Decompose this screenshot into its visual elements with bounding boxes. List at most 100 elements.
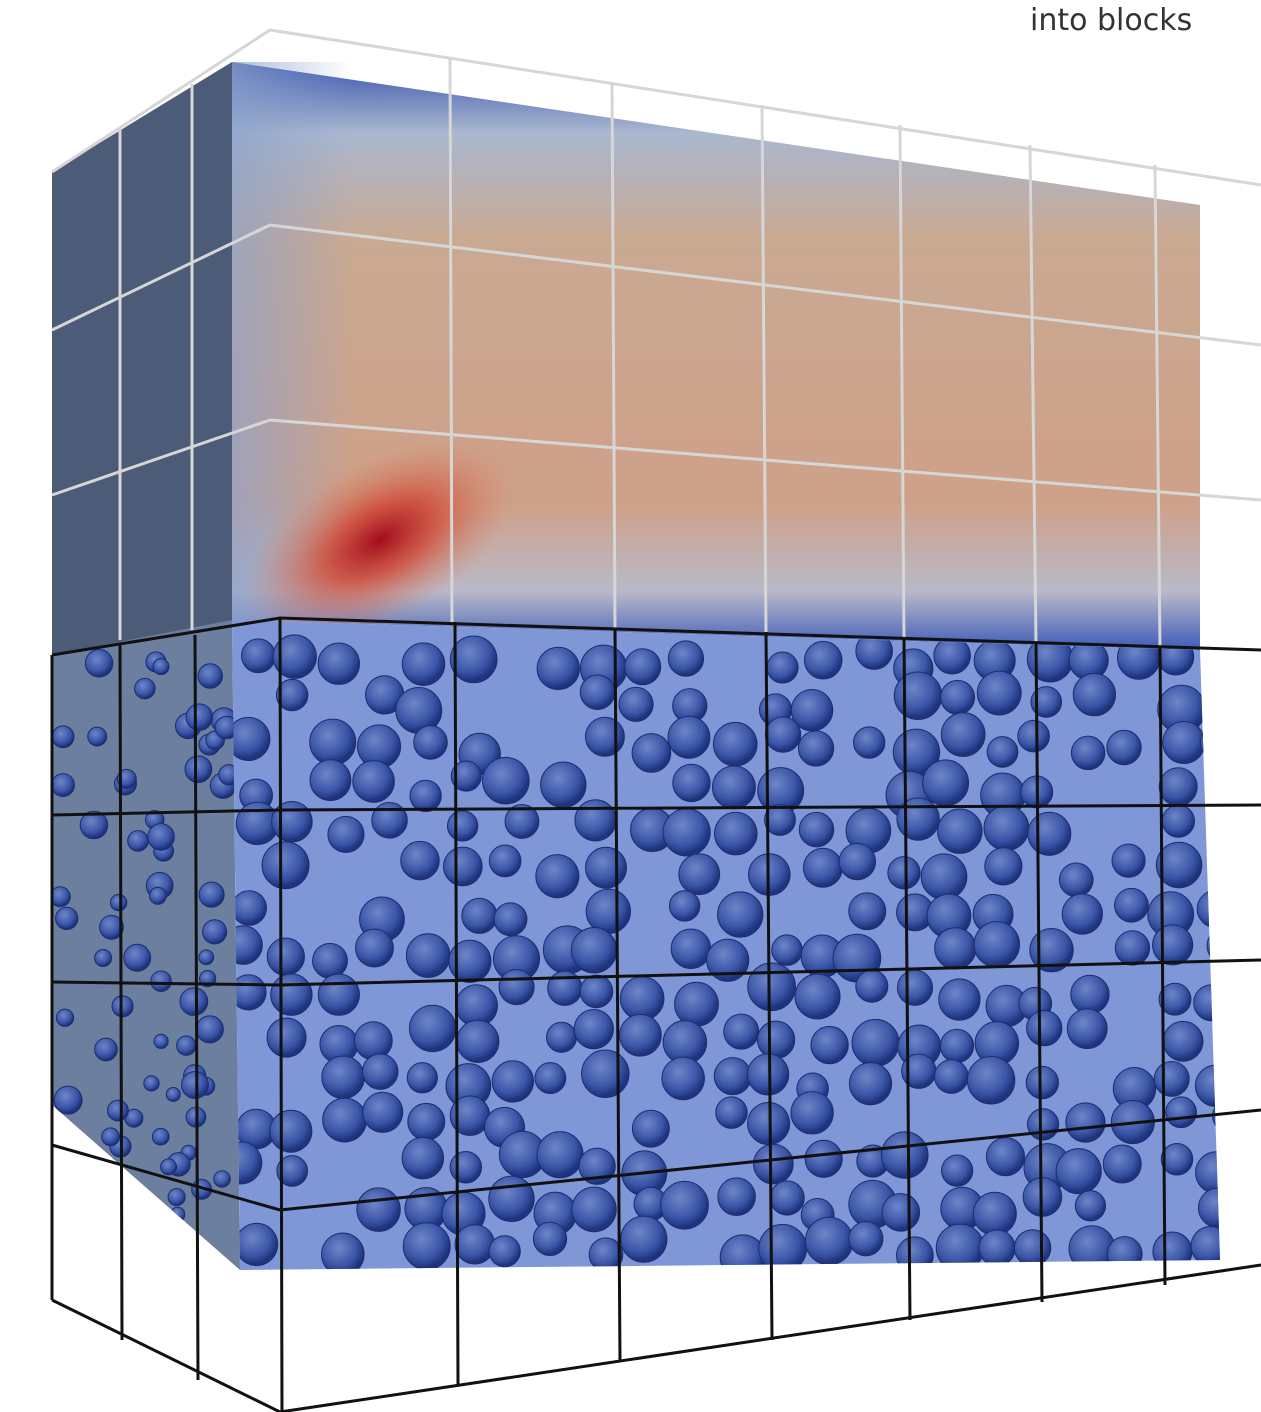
particle xyxy=(580,675,614,709)
left-face-upper xyxy=(52,62,232,655)
particle xyxy=(620,977,664,1021)
particle xyxy=(713,722,757,766)
particle xyxy=(839,843,875,879)
particle xyxy=(1207,928,1243,964)
particle xyxy=(894,672,941,719)
particle xyxy=(88,727,107,746)
particle xyxy=(363,1092,403,1132)
particle xyxy=(125,1232,145,1252)
particle xyxy=(52,726,74,748)
particle xyxy=(805,1140,842,1177)
particle xyxy=(144,1076,159,1091)
particle xyxy=(849,1222,883,1256)
particle xyxy=(921,854,967,900)
particle xyxy=(620,1014,662,1056)
particle xyxy=(232,891,267,926)
particle xyxy=(154,1034,168,1048)
particle xyxy=(401,841,439,879)
particle xyxy=(355,929,393,967)
particle xyxy=(168,1188,185,1205)
particle xyxy=(1161,1144,1193,1176)
particle xyxy=(483,757,530,804)
particle xyxy=(1062,894,1102,934)
particle xyxy=(718,892,763,937)
particle xyxy=(791,1092,833,1134)
particle xyxy=(1163,721,1205,763)
particle xyxy=(934,637,971,674)
particle xyxy=(939,979,980,1020)
particle xyxy=(196,1016,223,1043)
particle xyxy=(186,704,212,730)
particle xyxy=(182,1072,209,1099)
particle xyxy=(849,893,886,930)
particle xyxy=(1018,720,1050,752)
particle xyxy=(406,934,450,978)
particle xyxy=(632,1110,669,1147)
particle xyxy=(1027,1010,1062,1045)
particle xyxy=(270,1110,312,1152)
particle xyxy=(941,713,985,757)
particle xyxy=(353,761,395,803)
particle xyxy=(112,996,133,1017)
particle xyxy=(107,1100,128,1121)
particle xyxy=(923,760,969,806)
particle xyxy=(770,1181,804,1215)
particle xyxy=(585,847,626,888)
particle xyxy=(56,907,78,929)
particle xyxy=(235,1223,277,1265)
particle xyxy=(619,687,653,721)
particle xyxy=(896,1237,933,1274)
particle xyxy=(716,1097,747,1128)
particle xyxy=(754,1144,794,1184)
particle xyxy=(1115,931,1149,965)
particle xyxy=(714,1058,751,1095)
particle xyxy=(936,1224,984,1272)
particle xyxy=(668,641,703,676)
particle xyxy=(974,922,1020,968)
particle xyxy=(625,649,661,685)
particle xyxy=(537,1132,583,1178)
particle xyxy=(455,1225,494,1264)
particle xyxy=(95,950,112,967)
particle xyxy=(1166,1097,1197,1128)
particle xyxy=(462,898,497,933)
particle xyxy=(1067,1009,1107,1049)
particle xyxy=(354,1022,392,1060)
particle xyxy=(1014,1230,1050,1266)
particle xyxy=(679,854,720,895)
particle xyxy=(310,760,351,801)
particle xyxy=(450,1152,481,1183)
particle xyxy=(940,1029,973,1062)
particle xyxy=(492,1061,533,1102)
particle xyxy=(1056,1149,1101,1194)
particle xyxy=(621,1216,667,1262)
particle xyxy=(1198,1188,1238,1228)
visualization: into blocks xyxy=(0,0,1261,1412)
particle xyxy=(537,647,579,689)
particle xyxy=(148,824,175,851)
particle xyxy=(322,1056,365,1099)
particle xyxy=(803,848,842,887)
particle xyxy=(882,1132,929,1179)
particle xyxy=(1059,863,1093,897)
particle xyxy=(669,891,699,921)
particle xyxy=(748,963,796,1011)
particle xyxy=(409,1005,455,1051)
particle xyxy=(403,1223,450,1270)
particle xyxy=(357,1188,401,1232)
particle xyxy=(586,889,630,933)
particle xyxy=(54,1086,82,1114)
particle xyxy=(60,1153,83,1176)
particle xyxy=(267,938,304,975)
particle xyxy=(811,1026,848,1063)
particle xyxy=(363,1054,398,1089)
particle xyxy=(757,1021,794,1058)
particle xyxy=(941,680,975,714)
particle xyxy=(161,1159,177,1175)
particle xyxy=(92,1205,114,1227)
particle xyxy=(580,975,613,1008)
particle xyxy=(180,988,208,1016)
particle xyxy=(663,809,710,856)
particle xyxy=(714,812,757,855)
particle xyxy=(571,927,616,972)
